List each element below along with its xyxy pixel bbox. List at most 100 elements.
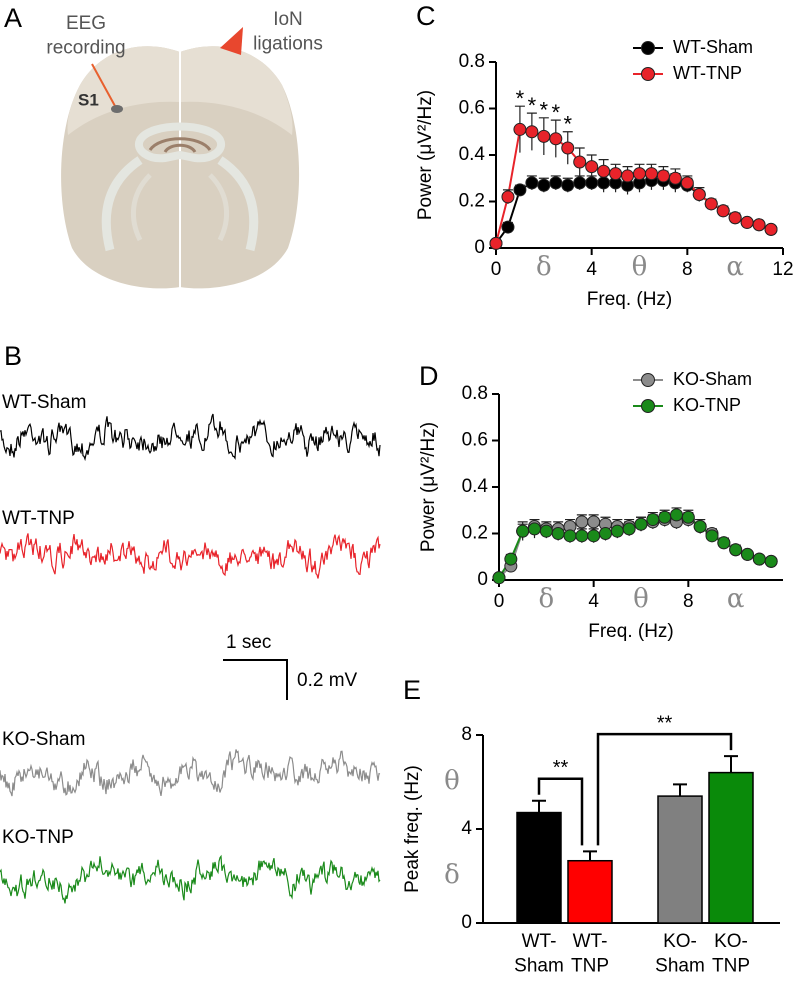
legend-label: WT-Sham [673, 37, 753, 57]
significance: * [528, 93, 537, 118]
marker [585, 176, 599, 190]
marker [563, 529, 577, 543]
y-tick-label: 0.4 [459, 144, 486, 165]
x-axis-title: Freq. (Hz) [588, 621, 674, 642]
significance: * [563, 112, 572, 137]
y-axis-title: Power (μV²/Hz) [415, 90, 436, 220]
band-label: δ [536, 252, 552, 282]
eeg-trace [0, 533, 381, 579]
error-bar [583, 850, 597, 861]
brain-illustration [61, 27, 300, 289]
error-bar [724, 755, 738, 773]
panel-label: B [4, 341, 22, 371]
marker [644, 167, 658, 181]
band-label: α [727, 584, 745, 614]
marker [609, 167, 623, 181]
marker [501, 220, 515, 234]
x-tick-label: 0 [494, 591, 505, 612]
error-bar [673, 783, 687, 797]
legend-label: KO-Sham [673, 369, 752, 389]
y-axis-title: Peak freq. (Hz) [402, 765, 423, 893]
marker [528, 522, 541, 536]
panel-label: E [403, 675, 421, 705]
y-tick-label: 0 [477, 569, 488, 590]
y-tick-label: 0.4 [462, 476, 489, 497]
marker [728, 211, 742, 225]
ion-label: IoN ligations [253, 9, 323, 55]
x-tick-label: 12 [772, 259, 793, 280]
marker [585, 160, 599, 174]
marker [764, 222, 778, 236]
band-label: θ [444, 766, 460, 796]
marker [513, 122, 527, 136]
significance: * [552, 100, 561, 125]
scale-amplitude: 0.2 mV [297, 670, 358, 691]
y-tick-label: 0 [461, 912, 472, 933]
marker [501, 190, 515, 204]
eeg-trace [0, 413, 381, 462]
marker [716, 204, 730, 218]
y-axis-title: Power (μV²/Hz) [418, 422, 439, 552]
y-tick-label: 0.2 [462, 523, 488, 544]
marker [549, 176, 563, 190]
marker [597, 164, 611, 178]
y-tick-label: 0 [474, 237, 485, 258]
legend-label: WT-TNP [673, 63, 742, 83]
marker [516, 524, 530, 538]
bar [657, 795, 703, 924]
marker [561, 178, 575, 192]
marker [752, 552, 766, 566]
panel-label: C [416, 1, 436, 31]
legend-marker [641, 67, 655, 81]
marker [492, 571, 506, 585]
marker [504, 552, 518, 566]
significance: * [516, 86, 525, 111]
significance: ** [657, 712, 673, 734]
marker [599, 527, 612, 540]
legend-marker [641, 373, 655, 387]
marker [764, 554, 778, 568]
marker [693, 520, 707, 534]
bar [708, 771, 754, 924]
marker [741, 547, 754, 561]
trace-label: KO-Sham [2, 729, 85, 750]
x-tick-label: 8 [683, 591, 694, 612]
band-label: α [726, 252, 744, 282]
marker [680, 176, 694, 190]
x-tick-label: 4 [588, 591, 599, 612]
x-tick-label: WT-Sham [514, 931, 564, 977]
y-tick-label: 0.8 [462, 383, 488, 404]
marker [704, 197, 718, 211]
marker [668, 171, 682, 185]
band-label: θ [632, 252, 648, 282]
marker [622, 522, 636, 536]
marker [621, 169, 635, 183]
legend-marker [641, 399, 655, 413]
marker [539, 524, 553, 538]
marker [537, 178, 551, 192]
marker [573, 176, 587, 190]
marker [575, 515, 589, 529]
marker [692, 188, 706, 202]
x-tick-label: KO-Sham [655, 931, 705, 977]
marker [549, 132, 563, 146]
marker [634, 517, 648, 531]
band-label: θ [633, 584, 649, 614]
marker [489, 236, 503, 250]
marker [681, 510, 695, 524]
marker [575, 529, 589, 543]
marker [561, 141, 575, 155]
marker [633, 167, 646, 181]
x-tick-label: 4 [586, 259, 597, 280]
marker [656, 169, 670, 183]
marker [658, 510, 672, 524]
marker [551, 527, 565, 540]
marker [646, 513, 660, 527]
eeg-label: EEG recording [46, 13, 125, 59]
marker [537, 129, 551, 143]
band-label: δ [444, 860, 460, 890]
x-tick-label: 8 [682, 259, 693, 280]
comparison-bracket [596, 732, 733, 846]
y-tick-label: 0.6 [462, 430, 488, 451]
